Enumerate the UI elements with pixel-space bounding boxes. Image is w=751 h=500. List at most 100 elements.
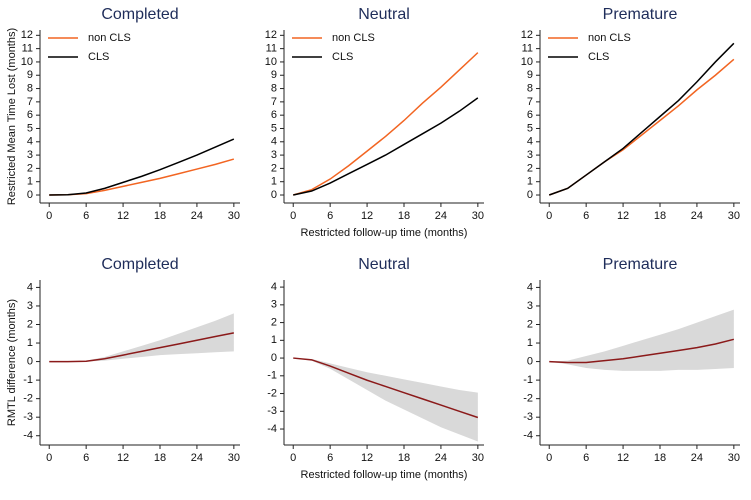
y-tick-label: 0 — [27, 189, 33, 201]
y-tick-label: 11 — [266, 43, 277, 55]
y-tick-label: 8 — [27, 82, 33, 94]
legend-label: CLS — [88, 51, 109, 63]
x-tick-label: 6 — [327, 210, 333, 222]
y-tick-label: 1 — [27, 176, 33, 188]
y-tick-label: 1 — [271, 334, 277, 346]
x-tick-label: 24 — [191, 210, 203, 222]
y-tick-label: 0 — [271, 189, 277, 201]
legend-label: CLS — [588, 51, 609, 63]
y-tick-label: -3 — [267, 405, 277, 417]
y-tick-label: -2 — [523, 393, 533, 405]
x-tick-label: 12 — [361, 210, 373, 222]
y-tick-label: 11 — [22, 43, 33, 55]
legend-label: CLS — [332, 51, 353, 63]
y-tick-label: 0 — [527, 189, 533, 201]
y-tick-label: -1 — [23, 374, 33, 386]
y-tick-label: 4 — [27, 281, 33, 293]
x-tick-label: 0 — [290, 452, 296, 464]
y-tick-label: 2 — [271, 316, 277, 328]
y-tick-label: 12 — [265, 29, 277, 41]
y-tick-label: 12 — [21, 29, 33, 41]
x-tick-label: 30 — [472, 452, 484, 464]
y-tick-label: 1 — [527, 176, 533, 188]
series-line — [49, 138, 235, 196]
x-tick-label: 18 — [154, 452, 166, 464]
y-tick-label: 0 — [527, 355, 533, 367]
x-tick-label: 6 — [583, 452, 589, 464]
y-tick-label: 0 — [27, 355, 33, 367]
y-tick-label: 9 — [27, 69, 33, 81]
y-tick-label: 5 — [527, 122, 533, 134]
ci-band — [49, 313, 234, 362]
x-tick-label: 18 — [654, 210, 666, 222]
y-tick-label: 10 — [265, 56, 277, 68]
y-tick-label: 6 — [527, 109, 533, 121]
y-axis-label: RMTL difference (months) — [6, 299, 18, 426]
legend-label: non CLS — [588, 32, 631, 44]
x-tick-label: 24 — [691, 452, 703, 464]
x-tick-label: 12 — [617, 452, 629, 464]
y-axis-label: Restricted Mean Time Lost (months) — [6, 28, 18, 205]
x-tick-label: 0 — [546, 452, 552, 464]
y-tick-label: -2 — [267, 387, 277, 399]
y-tick-label: 2 — [527, 318, 533, 330]
series-line — [293, 52, 479, 196]
y-tick-label: 6 — [271, 109, 277, 121]
panel-title: Completed — [101, 256, 178, 273]
x-tick-label: 24 — [435, 210, 447, 222]
x-axis-label: Restricted follow-up time (months) — [301, 469, 468, 481]
y-tick-label: 2 — [27, 318, 33, 330]
x-tick-label: 0 — [546, 210, 552, 222]
y-tick-label: 7 — [27, 96, 33, 108]
y-tick-label: 3 — [271, 299, 277, 311]
y-tick-label: -1 — [523, 374, 533, 386]
series-line — [293, 97, 479, 196]
x-tick-label: 6 — [83, 452, 89, 464]
y-tick-label: 9 — [271, 69, 277, 81]
y-tick-label: 3 — [527, 300, 533, 312]
series-line — [548, 58, 735, 196]
difference-line — [549, 338, 735, 364]
legend-label: non CLS — [88, 32, 131, 44]
y-tick-label: 5 — [27, 122, 33, 134]
y-tick-label: 5 — [271, 122, 277, 134]
y-tick-label: 4 — [527, 281, 533, 293]
y-tick-label: 0 — [271, 352, 277, 364]
y-tick-label: 3 — [271, 149, 277, 161]
y-tick-label: 3 — [527, 149, 533, 161]
y-tick-label: -1 — [267, 370, 277, 382]
x-tick-label: 18 — [398, 210, 410, 222]
y-tick-label: -3 — [523, 411, 533, 423]
x-tick-label: 12 — [617, 210, 629, 222]
x-tick-label: 12 — [117, 210, 129, 222]
panel-title: Neutral — [358, 256, 410, 273]
x-tick-label: 30 — [472, 210, 484, 222]
x-tick-label: 24 — [691, 210, 703, 222]
y-tick-label: 8 — [271, 82, 277, 94]
x-tick-label: 30 — [728, 452, 740, 464]
x-tick-label: 30 — [728, 210, 740, 222]
y-tick-label: 4 — [271, 281, 277, 293]
y-tick-label: 1 — [527, 337, 533, 349]
panel-title: Premature — [603, 256, 678, 273]
y-tick-label: -4 — [523, 430, 533, 442]
x-tick-label: 0 — [46, 210, 52, 222]
legend-label: non CLS — [332, 32, 375, 44]
y-tick-label: 11 — [522, 43, 533, 55]
ci-band — [293, 358, 478, 442]
y-tick-label: 1 — [271, 176, 277, 188]
x-tick-label: 30 — [228, 210, 240, 222]
y-tick-label: 7 — [527, 96, 533, 108]
y-tick-label: -4 — [267, 423, 277, 435]
x-tick-label: 0 — [290, 210, 296, 222]
y-tick-label: 4 — [527, 136, 533, 148]
panel-title: Completed — [101, 6, 178, 23]
y-tick-label: 12 — [521, 29, 533, 41]
difference-line — [293, 357, 479, 419]
panel-title: Neutral — [358, 6, 410, 23]
x-tick-label: 0 — [46, 452, 52, 464]
x-tick-label: 24 — [191, 452, 203, 464]
x-tick-label: 24 — [435, 452, 447, 464]
x-tick-label: 6 — [583, 210, 589, 222]
